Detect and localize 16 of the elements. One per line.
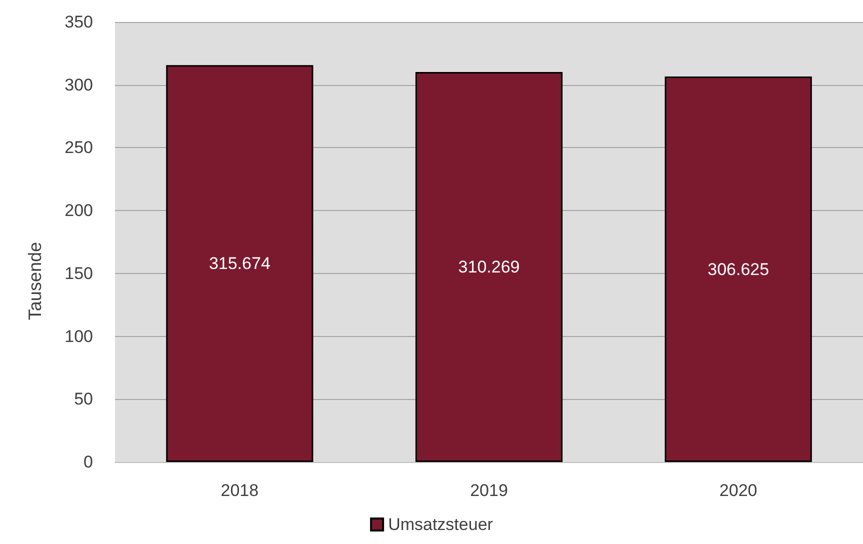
y-tick-label: 300 xyxy=(64,75,93,94)
y-tick-label: 100 xyxy=(64,326,93,346)
x-tick-label: 2020 xyxy=(719,481,758,500)
y-tick-label: 150 xyxy=(64,264,93,283)
legend-label: Umsatzsteuer xyxy=(388,515,494,534)
x-tick-label: 2018 xyxy=(220,481,259,500)
x-tick-label: 2019 xyxy=(470,481,508,500)
y-tick-label: 0 xyxy=(84,452,93,472)
data-label: 315.674 xyxy=(208,254,270,274)
data-label: 306.625 xyxy=(708,260,770,279)
data-label: 310.269 xyxy=(458,257,520,276)
y-axis-title: Tausende xyxy=(25,242,45,320)
y-tick-label: 350 xyxy=(64,12,93,32)
y-tick-label: 50 xyxy=(74,390,93,409)
y-tick-label: 250 xyxy=(64,138,93,158)
y-tick-label: 200 xyxy=(64,201,93,220)
